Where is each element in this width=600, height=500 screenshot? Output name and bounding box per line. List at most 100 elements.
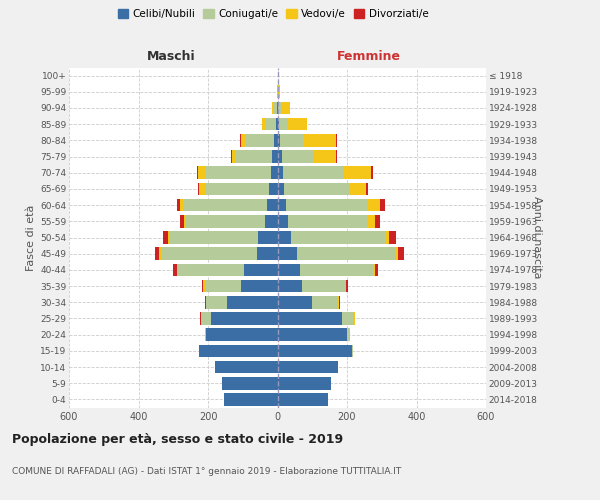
Bar — [206, 166, 271, 179]
Bar — [398, 248, 404, 260]
Bar — [222, 377, 277, 390]
Bar — [155, 248, 160, 260]
Bar — [277, 360, 338, 374]
Bar — [199, 344, 277, 357]
Bar — [201, 312, 211, 325]
Bar — [389, 231, 395, 244]
Bar — [184, 199, 267, 211]
Bar — [277, 231, 292, 244]
Bar — [302, 280, 345, 292]
Bar — [277, 182, 284, 195]
Bar — [277, 102, 278, 114]
Bar — [205, 182, 269, 195]
Bar — [366, 182, 368, 195]
Bar — [265, 215, 277, 228]
Bar — [180, 215, 184, 228]
Legend: Celibi/Nubili, Coniugati/e, Vedovi/e, Divorziati/e: Celibi/Nubili, Coniugati/e, Vedovi/e, Di… — [113, 5, 433, 24]
Bar — [241, 280, 277, 292]
Bar — [236, 150, 272, 163]
Bar — [277, 280, 302, 292]
Bar — [163, 231, 168, 244]
Bar — [338, 296, 340, 308]
Bar — [283, 166, 344, 179]
Bar — [277, 215, 288, 228]
Bar — [375, 215, 380, 228]
Bar — [346, 280, 348, 292]
Bar — [202, 280, 203, 292]
Bar — [277, 312, 342, 325]
Bar — [173, 264, 177, 276]
Bar — [161, 248, 257, 260]
Bar — [269, 182, 277, 195]
Bar — [277, 393, 328, 406]
Bar — [279, 118, 287, 130]
Bar — [230, 150, 232, 163]
Bar — [277, 328, 347, 341]
Bar — [296, 248, 395, 260]
Bar — [277, 248, 296, 260]
Bar — [205, 328, 206, 341]
Bar — [205, 280, 241, 292]
Bar — [313, 150, 335, 163]
Bar — [244, 264, 277, 276]
Bar — [277, 264, 300, 276]
Bar — [277, 150, 281, 163]
Bar — [272, 150, 277, 163]
Bar — [288, 215, 368, 228]
Bar — [277, 296, 312, 308]
Bar — [395, 248, 398, 260]
Bar — [335, 150, 337, 163]
Bar — [373, 264, 375, 276]
Bar — [205, 296, 206, 308]
Bar — [347, 328, 350, 341]
Bar — [177, 264, 178, 276]
Bar — [280, 134, 303, 146]
Bar — [184, 215, 185, 228]
Bar — [177, 199, 180, 211]
Bar — [274, 102, 277, 114]
Text: Popolazione per età, sesso e stato civile - 2019: Popolazione per età, sesso e stato civil… — [12, 432, 343, 446]
Bar — [178, 264, 244, 276]
Bar — [385, 231, 389, 244]
Bar — [303, 134, 336, 146]
Bar — [227, 296, 277, 308]
Bar — [278, 86, 280, 98]
Bar — [368, 215, 375, 228]
Bar — [168, 231, 170, 244]
Bar — [277, 166, 283, 179]
Bar — [257, 248, 277, 260]
Bar — [375, 264, 378, 276]
Bar — [224, 393, 277, 406]
Bar — [278, 102, 281, 114]
Bar — [352, 344, 353, 357]
Bar — [211, 312, 277, 325]
Text: Femmine: Femmine — [337, 50, 401, 62]
Bar — [277, 344, 352, 357]
Text: Maschi: Maschi — [146, 50, 196, 62]
Bar — [241, 134, 246, 146]
Bar — [342, 312, 354, 325]
Bar — [232, 150, 236, 163]
Bar — [277, 86, 278, 98]
Bar — [281, 102, 290, 114]
Bar — [200, 312, 201, 325]
Bar — [203, 280, 205, 292]
Y-axis label: Fasce di età: Fasce di età — [26, 204, 36, 270]
Bar — [206, 296, 227, 308]
Bar — [262, 118, 266, 130]
Bar — [380, 199, 385, 211]
Bar — [277, 134, 280, 146]
Text: COMUNE DI RAFFADALI (AG) - Dati ISTAT 1° gennaio 2019 - Elaborazione TUTTITALIA.: COMUNE DI RAFFADALI (AG) - Dati ISTAT 1°… — [12, 468, 401, 476]
Bar — [349, 182, 366, 195]
Bar — [286, 199, 368, 211]
Bar — [276, 118, 277, 130]
Bar — [287, 118, 307, 130]
Bar — [344, 166, 371, 179]
Bar — [274, 134, 277, 146]
Bar — [246, 134, 274, 146]
Bar — [185, 215, 265, 228]
Bar — [170, 231, 259, 244]
Bar — [336, 134, 337, 146]
Bar — [277, 199, 286, 211]
Bar — [368, 199, 380, 211]
